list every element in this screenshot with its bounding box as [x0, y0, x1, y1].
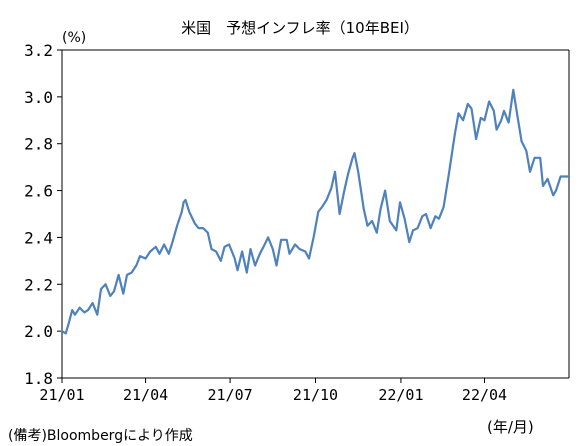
x-tick-label: 21/04 [123, 386, 168, 404]
x-tick-label: 21/07 [207, 386, 252, 404]
y-tick-label: 3.2 [24, 41, 53, 60]
y-tick-label: 2.0 [24, 322, 53, 341]
y-tick-label: 1.8 [24, 369, 53, 388]
y-tick-label: 2.8 [24, 135, 53, 154]
x-unit-label: (年/月) [487, 418, 534, 436]
chart-title: 米国 予想インフレ率（10年BEI） [181, 19, 419, 37]
y-axis-ticks: 1.8 2.0 2.2 2.4 2.6 2.8 3.0 3.2 [24, 41, 62, 388]
y-tick-label: 2.4 [24, 228, 53, 247]
series-group [60, 88, 571, 335]
x-tick-label: 21/01 [39, 386, 84, 404]
y-unit-label: (%) [62, 30, 86, 46]
y-tick-label: 2.2 [24, 275, 53, 294]
source-note: (備考)Bloombergにより作成 [8, 428, 193, 444]
series-line [60, 88, 571, 335]
x-tick-label: 21/10 [293, 386, 338, 404]
y-tick-label: 2.6 [24, 182, 53, 201]
x-tick-label: 22/04 [462, 386, 507, 404]
y-tick-label: 3.0 [24, 88, 53, 107]
x-tick-label: 22/01 [378, 386, 423, 404]
x-axis-ticks: 21/01 21/04 21/07 21/10 22/01 22/04 [39, 378, 507, 404]
